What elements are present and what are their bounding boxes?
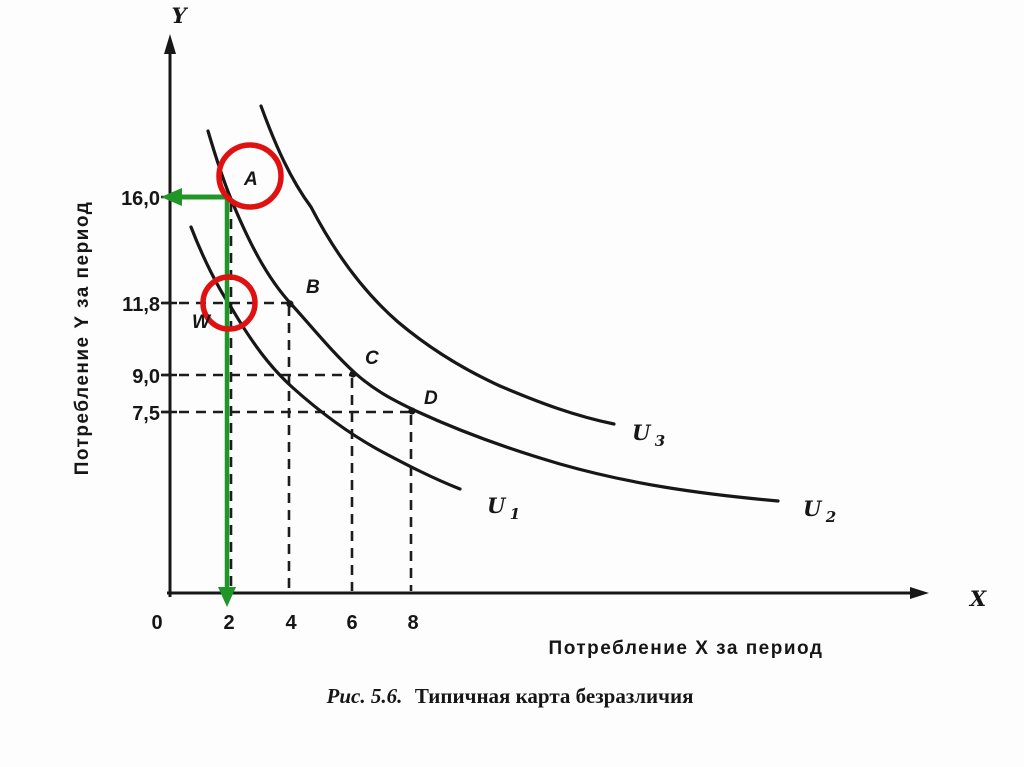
point-label-d: D xyxy=(424,388,438,409)
x-tick-0: 0 xyxy=(151,612,162,634)
dashed-guides xyxy=(162,202,413,591)
y-tick-9-0: 9,0 xyxy=(132,366,160,388)
caption-title: Типичная карта безразличия xyxy=(415,684,694,708)
point-b-marker xyxy=(286,300,294,308)
x-tick-4: 4 xyxy=(285,612,297,634)
caption-number: Рис. 5.6. xyxy=(326,684,403,708)
green-annotation xyxy=(161,188,236,607)
axes xyxy=(167,50,914,597)
x-tick-2: 2 xyxy=(223,612,234,634)
curve-labels: U 1 U 2 U 3 xyxy=(487,420,836,526)
u1-letter: U xyxy=(487,493,507,518)
u3-letter: U xyxy=(632,420,652,445)
x-axis-arrowhead-icon xyxy=(910,587,929,599)
y-tick-11-8: 11,8 xyxy=(122,294,160,316)
point-d-marker xyxy=(408,407,416,415)
curve-u1 xyxy=(189,225,462,491)
curve-u2 xyxy=(206,129,780,503)
u3-subscript: 3 xyxy=(655,432,665,450)
y-tick-7-5: 7,5 xyxy=(132,403,160,425)
point-label-w: W xyxy=(192,312,212,333)
point-labels: A B C D W xyxy=(192,169,438,409)
y-tick-labels: 16,0 11,8 9,0 7,5 xyxy=(121,188,160,425)
point-c-marker xyxy=(349,370,357,378)
red-circle-point-a xyxy=(216,142,284,210)
curve-label-u2: U 2 xyxy=(803,496,836,526)
curve-label-u3: U 3 xyxy=(632,420,665,450)
curve-u3 xyxy=(259,104,616,426)
red-circle-point-w xyxy=(200,274,258,332)
u1-subscript: 1 xyxy=(510,505,520,523)
green-left-arrowhead-icon xyxy=(161,188,182,206)
u2-letter: U xyxy=(803,496,823,521)
indifference-curves xyxy=(189,104,780,503)
x-tick-8: 8 xyxy=(407,612,418,634)
y-axis-letter: Y xyxy=(172,3,189,28)
curve-label-u1: U 1 xyxy=(487,493,520,523)
x-axis-letter: X xyxy=(968,586,987,611)
u2-subscript: 2 xyxy=(825,508,836,526)
point-label-c: C xyxy=(365,348,379,369)
point-label-a: A xyxy=(243,169,258,190)
y-axis-title: Потребление Y за период xyxy=(72,201,93,476)
x-tick-6: 6 xyxy=(346,612,357,634)
y-tick-16-0: 16,0 xyxy=(121,188,160,210)
y-axis-arrowhead-icon xyxy=(164,34,176,54)
figure-caption: Рис. 5.6. Типичная карта безразличия xyxy=(326,684,694,708)
x-axis-title: Потребление X за период xyxy=(549,638,824,659)
point-label-b: B xyxy=(306,277,320,298)
x-tick-labels: 0 2 4 6 8 xyxy=(151,612,418,634)
green-down-arrowhead-icon xyxy=(218,587,236,607)
